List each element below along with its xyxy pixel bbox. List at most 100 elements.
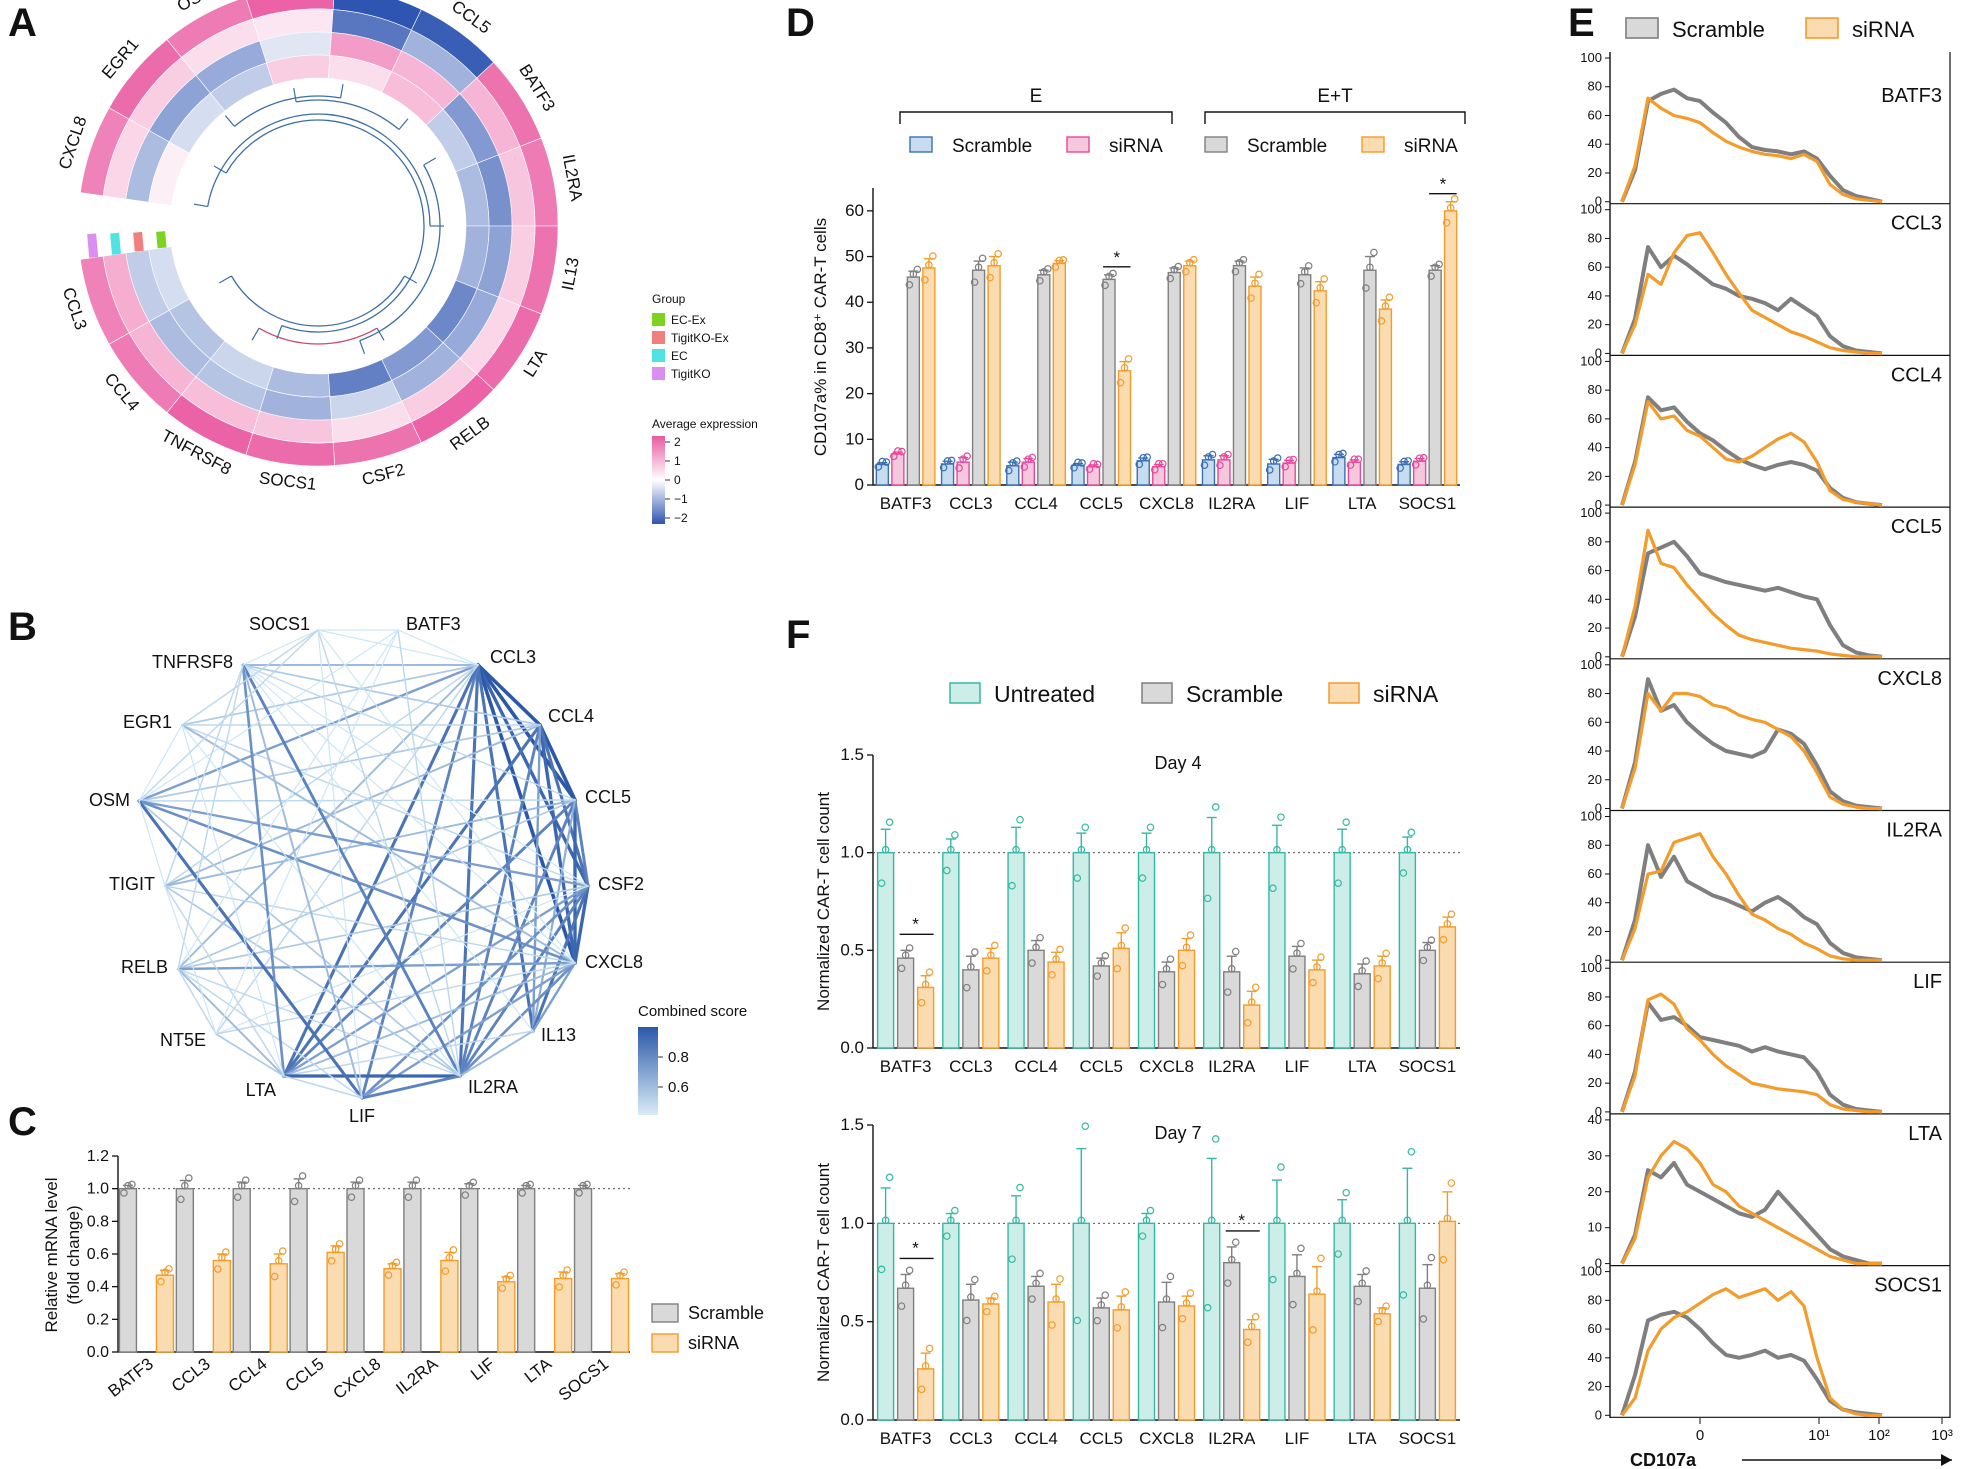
edge-ccl3-ccl4 <box>476 663 542 727</box>
group-legend-swatch-tigitko <box>652 367 665 380</box>
data-point <box>1138 874 1147 882</box>
edge-cxcl8-nt5e <box>215 962 576 1035</box>
gene-label-cxcl8: CXCL8 <box>55 114 91 172</box>
data-point <box>1251 279 1259 288</box>
bar-sirna-lif <box>497 1281 516 1353</box>
bar-sirna-il2ra <box>1217 459 1231 486</box>
e-y-tick-label: 40 <box>1588 440 1602 455</box>
data-point <box>947 456 956 465</box>
data-point <box>1269 884 1277 893</box>
data-point <box>1056 1275 1064 1283</box>
data-point <box>1443 920 1452 928</box>
dendrogram-branch <box>296 99 400 130</box>
data-point <box>1150 465 1159 474</box>
data-point <box>1146 1206 1155 1215</box>
group-label-e: E <box>1030 86 1043 107</box>
edge-ccl5-il13 <box>531 798 577 1033</box>
data-point <box>1117 1303 1126 1311</box>
data-point <box>1265 466 1274 474</box>
edge-il13-lta <box>283 1030 534 1077</box>
e-y-tick-label: 100 <box>1580 202 1602 217</box>
data-point <box>1407 1147 1416 1156</box>
panel-label-a: A <box>8 1 37 45</box>
data-point <box>222 1248 230 1256</box>
category-label-socs1: SOCS1 <box>1399 1057 1457 1076</box>
f-ylabel: Normalized CAR-T cell count <box>814 792 833 1011</box>
data-point <box>270 1272 279 1281</box>
y-tick-label: 30 <box>845 338 864 357</box>
group-marker-ec <box>110 232 121 255</box>
data-point <box>218 1253 226 1262</box>
f-ylabel: Normalized CAR-T cell count <box>814 1163 833 1382</box>
data-point <box>1442 218 1451 227</box>
e-x-tick-label: 10¹ <box>1808 1427 1830 1444</box>
category-label-ccl4: CCL4 <box>225 1354 271 1396</box>
data-point <box>1073 874 1082 882</box>
legend-label-scramble: Scramble <box>952 136 1032 157</box>
data-point <box>890 452 898 461</box>
node-label-cxcl8: CXCL8 <box>585 952 643 972</box>
node-label-ccl4: CCL4 <box>548 706 594 726</box>
data-point <box>449 1246 458 1254</box>
bar-sirna-ccl5 <box>326 1251 345 1353</box>
dendrogram-branch <box>359 164 441 342</box>
data-point <box>563 1266 571 1274</box>
c-ylabel-1: Relative mRNA level <box>42 1178 61 1333</box>
bar-scramble-cxcl8 <box>1167 271 1181 486</box>
data-point <box>1277 1163 1285 1171</box>
data-point <box>1142 1216 1151 1225</box>
e-y-tick-label: 80 <box>1588 534 1602 549</box>
data-point <box>327 1257 336 1265</box>
data-point <box>1281 462 1289 471</box>
dendrogram-branch <box>218 275 232 284</box>
data-point <box>355 1176 364 1184</box>
dendrogram-branch <box>230 275 406 327</box>
group-legend-label-ec: EC <box>671 349 688 363</box>
edge-lif-lta <box>283 1075 363 1099</box>
legend-swatch-scramble <box>651 1303 679 1323</box>
bar-sirna-batf3 <box>155 1274 175 1353</box>
e-y-tick-label: 100 <box>1580 505 1602 520</box>
bar-scramble-batf3 <box>906 276 921 486</box>
bar-sirna-cxcl8 <box>383 1267 402 1353</box>
data-point <box>1320 275 1328 283</box>
data-point <box>1269 1275 1277 1284</box>
bar-scramble-batf3 <box>118 1187 138 1353</box>
data-point <box>1204 453 1213 461</box>
bar-scramble-il2ra <box>1232 264 1247 486</box>
data-point <box>1423 943 1432 952</box>
histogram-sirna-cxcl8 <box>1620 691 1882 811</box>
bar-sirna-ccl4 <box>1047 961 1065 1049</box>
bar-sirna-batf3 <box>922 267 936 486</box>
data-point <box>1381 302 1390 310</box>
d-ylabel: CD107a% in CD8⁺ CAR-T cells <box>811 218 830 456</box>
data-point <box>1239 255 1248 264</box>
data-point <box>1427 272 1435 280</box>
node-label-relb: RELB <box>121 957 168 977</box>
e-y-tick-label: 20 <box>1588 620 1602 635</box>
expression-tick-label: 1 <box>674 454 681 468</box>
node-label-ccl5: CCL5 <box>585 787 631 807</box>
bar-scramble-lta <box>1353 973 1371 1049</box>
f-subplot-title-day-7: Day 7 <box>1154 1123 1201 1143</box>
bar-scramble-socs1 <box>1397 463 1411 486</box>
data-point <box>1135 460 1144 469</box>
data-point <box>987 1297 995 1305</box>
data-point <box>1121 924 1130 932</box>
e-y-tick-label: 40 <box>1588 895 1602 910</box>
histogram-scramble-lif <box>1620 1000 1883 1114</box>
data-point <box>877 879 886 887</box>
data-point <box>165 1265 173 1273</box>
e-y-tick-label: 0 <box>1595 1407 1602 1422</box>
significance-mark-ccl5: * <box>1113 248 1120 267</box>
data-point <box>1339 449 1347 458</box>
category-label-socs1: SOCS1 <box>1399 1429 1457 1448</box>
data-point <box>925 1344 934 1353</box>
data-point <box>1085 465 1094 473</box>
histogram-sirna-batf3 <box>1620 96 1883 204</box>
e-x-tick-label: 0 <box>1696 1427 1704 1444</box>
edge-csf2-osm <box>137 799 590 888</box>
group-bracket-e-t <box>1204 111 1466 124</box>
panel-label-f: F <box>786 613 810 657</box>
e-y-tick-label: 80 <box>1588 230 1602 245</box>
